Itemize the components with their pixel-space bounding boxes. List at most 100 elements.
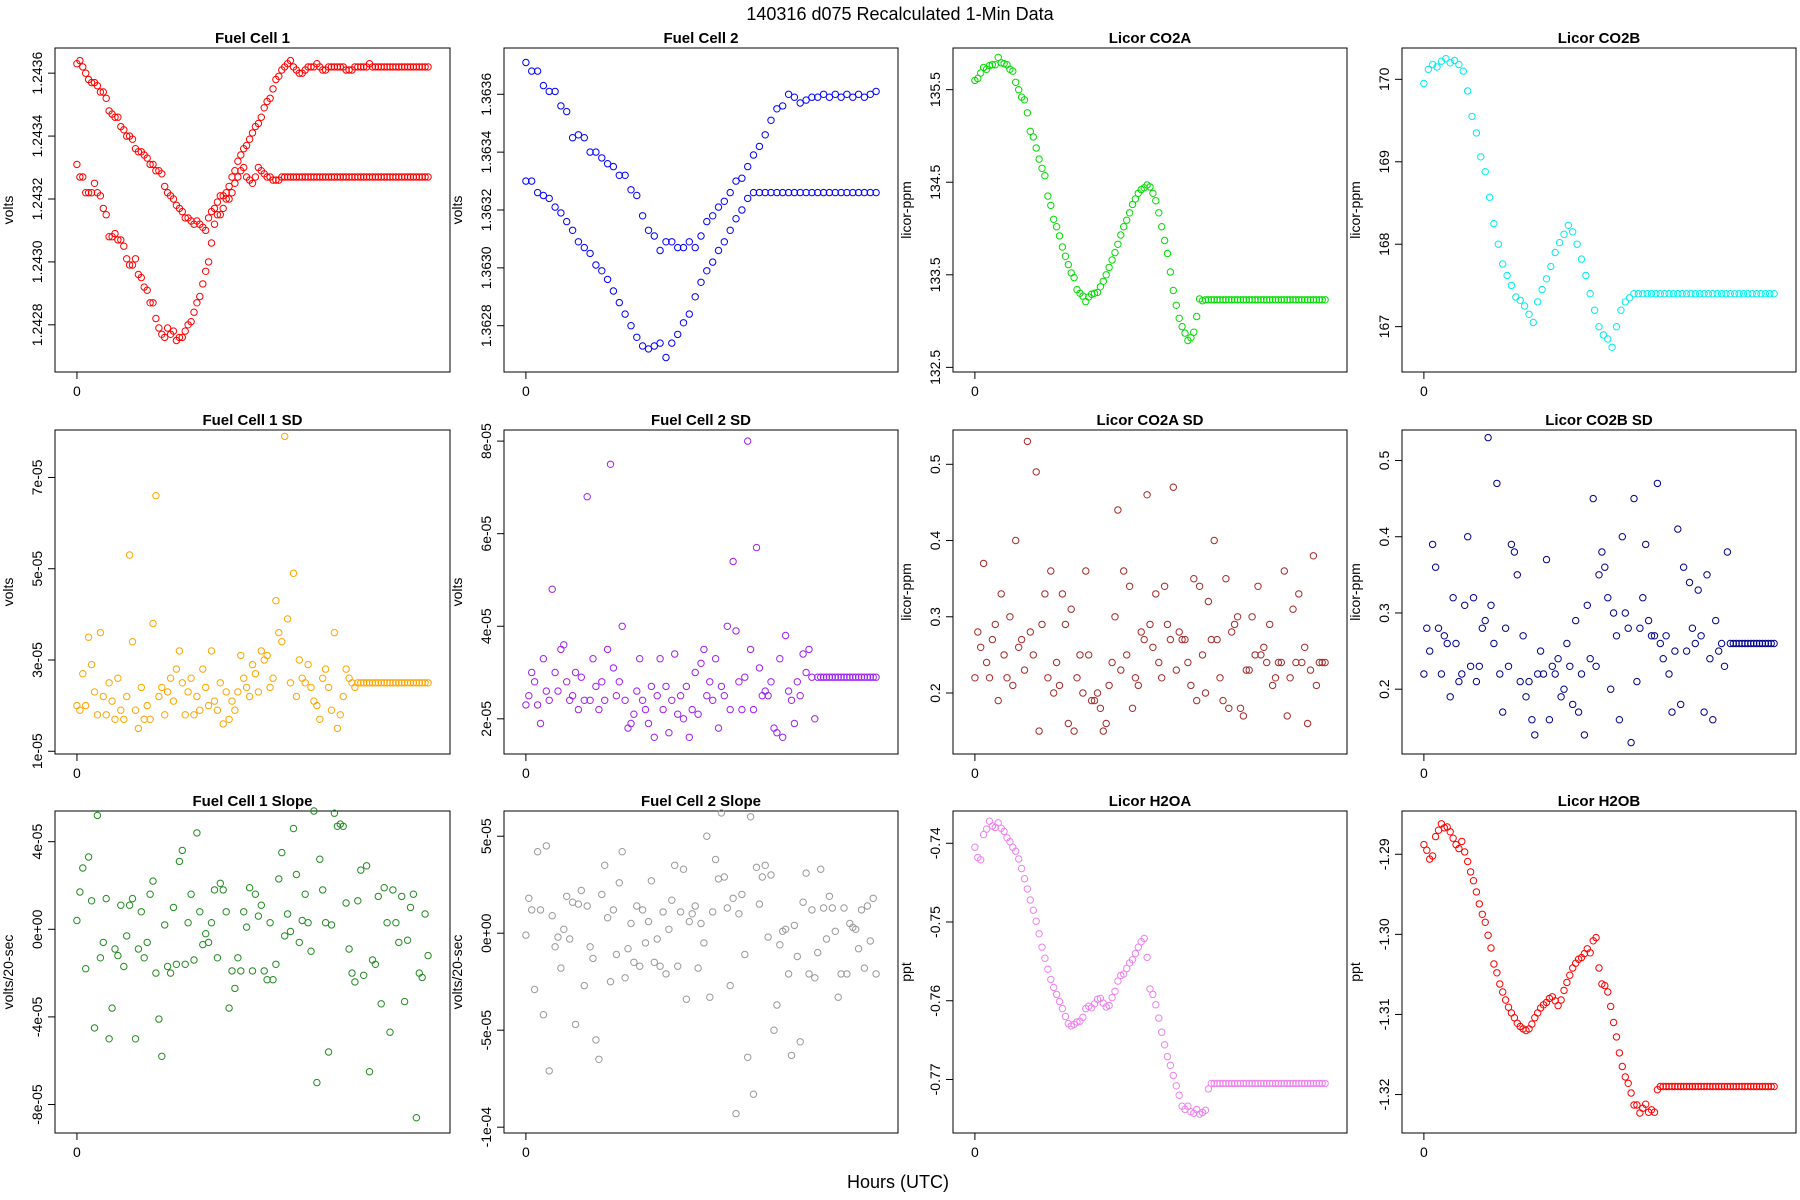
data-point (557, 102, 565, 110)
data-point (1621, 298, 1630, 306)
data-point (726, 705, 734, 714)
data-point (758, 873, 766, 881)
data-point (403, 173, 412, 181)
data-point (143, 938, 151, 947)
data-point (1566, 662, 1574, 670)
data-point (254, 912, 263, 920)
data-point (1580, 731, 1589, 739)
data-point (1573, 240, 1581, 248)
data-point (1428, 852, 1437, 860)
data-point (840, 673, 848, 681)
data-point (1744, 290, 1752, 298)
data-point (1577, 670, 1586, 678)
data-point (991, 620, 999, 629)
data-point (674, 962, 682, 970)
data-point (158, 170, 166, 178)
data-point (638, 696, 647, 704)
data-point (994, 696, 1002, 705)
data-point (837, 970, 845, 978)
data-point (146, 715, 154, 723)
data-point (1020, 96, 1029, 104)
data-point (691, 293, 699, 301)
data-point (761, 861, 769, 869)
y-tick-label: 1.3632 (478, 188, 494, 231)
data-point (1286, 296, 1294, 304)
data-point (1268, 1079, 1277, 1088)
data-point (714, 724, 723, 732)
data-point (615, 879, 623, 887)
data-point (1420, 840, 1428, 849)
data-point (781, 631, 790, 640)
data-point (749, 151, 758, 159)
data-point (554, 687, 562, 695)
data-point (603, 645, 612, 654)
data-point (1073, 674, 1081, 682)
data-point (1204, 597, 1213, 606)
x-tick-label: 0 (522, 1144, 530, 1160)
x-tick-label: 0 (522, 765, 530, 781)
data-point (263, 173, 271, 181)
data-point (577, 886, 585, 895)
data-point (860, 188, 869, 197)
data-point (345, 173, 353, 181)
data-point (1659, 655, 1667, 663)
data-point (403, 679, 412, 687)
data-point (1694, 586, 1702, 594)
data-point (1245, 666, 1253, 674)
data-point (260, 967, 268, 975)
data-point (169, 903, 178, 912)
data-point (1434, 624, 1443, 632)
data-point (1468, 112, 1476, 121)
data-point (1595, 323, 1603, 331)
data-point (568, 226, 577, 235)
data-point (1149, 189, 1157, 198)
y-tick-label: 0.2 (1376, 679, 1392, 699)
data-point (539, 655, 548, 663)
data-point (755, 188, 764, 197)
data-point (752, 543, 761, 552)
data-point (1490, 960, 1498, 968)
data-point (424, 63, 432, 71)
data-point (1146, 183, 1154, 191)
data-point (1755, 1082, 1764, 1091)
data-point (76, 173, 84, 181)
data-point (1260, 296, 1268, 304)
data-point (1757, 290, 1765, 298)
data-point (231, 984, 239, 993)
data-point (1642, 540, 1650, 549)
data-point (1761, 290, 1770, 298)
data-point (1586, 290, 1594, 298)
data-point (1466, 662, 1475, 670)
data-point (817, 673, 825, 681)
data-point (1125, 209, 1134, 217)
data-point (1266, 620, 1274, 629)
data-point (1193, 312, 1201, 321)
data-point (1222, 575, 1230, 583)
data-point (403, 63, 412, 71)
y-tick-label: 0.3 (1376, 603, 1392, 623)
y-tick-label: -1.29 (1376, 838, 1392, 870)
y-tick-label: 0.2 (927, 683, 943, 703)
data-point (697, 278, 705, 286)
y-tick-label: 0e+00 (478, 913, 494, 953)
data-point (137, 683, 146, 692)
data-point (1717, 1082, 1726, 1091)
data-point (1428, 60, 1437, 69)
data-point (1295, 296, 1303, 304)
data-point (706, 678, 714, 686)
data-point (1525, 677, 1533, 686)
data-point (204, 214, 213, 222)
data-point (1149, 643, 1157, 651)
data-point (779, 733, 787, 741)
data-point (618, 848, 626, 856)
data-point (120, 242, 128, 250)
data-point (1108, 256, 1116, 264)
x-tick-label: 0 (73, 1144, 81, 1160)
data-point (123, 932, 131, 940)
data-point (644, 345, 653, 353)
data-point (1201, 1106, 1210, 1114)
data-point (1607, 1002, 1615, 1011)
data-point (726, 226, 734, 235)
data-point (825, 673, 834, 681)
data-point (1318, 658, 1326, 667)
